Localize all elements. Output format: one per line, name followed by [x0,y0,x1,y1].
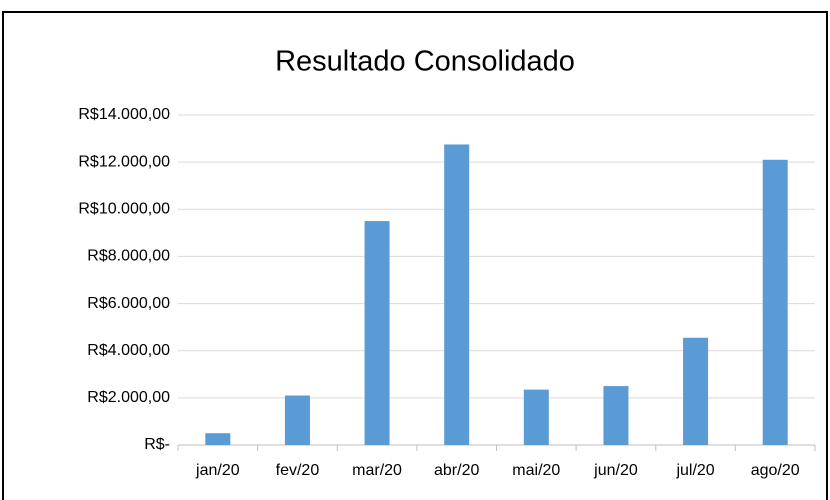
x-tick-label: mar/20 [352,462,402,479]
chart-title: Resultado Consolidado [275,46,575,78]
x-tick-label: jul/20 [675,462,714,479]
y-tick-label: R$12.000,00 [78,153,170,170]
y-tick-label: R$6.000,00 [87,295,170,312]
chart-border [2,11,828,500]
y-tick-label: R$10.000,00 [78,201,170,218]
bar [523,389,549,445]
y-tick-label: R$8.000,00 [87,248,170,265]
bar [683,337,709,445]
x-tick-label: jun/20 [593,462,638,479]
bar [364,221,390,445]
y-tick-label: R$14.000,00 [78,106,170,123]
x-tick-label: abr/20 [434,462,479,479]
x-tick-label: ago/20 [751,462,800,479]
bar [205,433,231,445]
x-tick-label: fev/20 [276,462,320,479]
x-tick-label: jan/20 [195,462,240,479]
bar [762,159,788,446]
y-tick-label: R$4.000,00 [87,342,170,359]
x-tick-label: mai/20 [512,462,560,479]
y-tick-label: R$- [144,436,170,453]
bar [444,144,470,445]
y-tick-label: R$2.000,00 [87,389,170,406]
bar [284,395,310,445]
bar [603,386,629,445]
